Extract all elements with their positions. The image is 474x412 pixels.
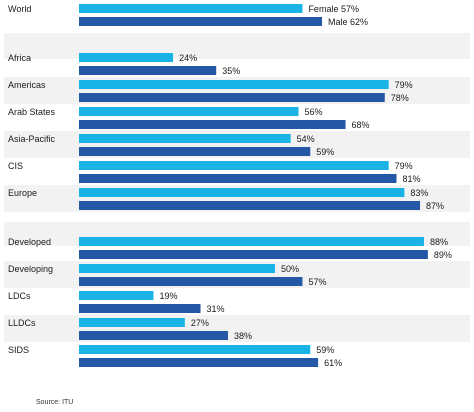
category-label: World [8, 4, 31, 14]
bar-male [79, 174, 397, 183]
category-label: LDCs [8, 291, 31, 301]
category-label: Europe [8, 188, 37, 198]
bar-male [79, 17, 323, 26]
value-label-female: 50% [281, 264, 299, 274]
bar-female [79, 107, 299, 116]
category-label: SIDS [8, 345, 29, 355]
bar-male [79, 93, 385, 102]
value-label-female: 83% [410, 188, 428, 198]
value-label-male: 61% [324, 358, 342, 368]
bar-female [79, 318, 185, 327]
value-label-male: Male 62% [328, 17, 368, 27]
value-label-female: 24% [179, 53, 197, 63]
value-label-male: 31% [207, 304, 225, 314]
category-label: CIS [8, 161, 23, 171]
bar-female [79, 134, 291, 143]
category-label: LLDCs [8, 318, 36, 328]
bar-female [79, 4, 303, 13]
bar-male [79, 277, 303, 286]
value-label-female: 59% [316, 345, 334, 355]
value-label-male: 38% [234, 331, 252, 341]
category-label: Africa [8, 53, 31, 63]
bar-female [79, 161, 389, 170]
bar-female [79, 53, 174, 62]
category-label: Developing [8, 264, 53, 274]
bars [79, 4, 428, 367]
value-label-female: 27% [191, 318, 209, 328]
group-gap-band [4, 33, 470, 59]
value-label-female: 79% [395, 80, 413, 90]
value-label-male: 59% [316, 147, 334, 157]
value-label-female: 56% [305, 107, 323, 117]
bar-male [79, 250, 428, 259]
labels: World Female 57% Male 62% Africa 24% 35% Ameri… [8, 4, 452, 368]
value-label-female: 79% [395, 161, 413, 171]
bar-male [79, 358, 319, 367]
value-label-male: 87% [426, 201, 444, 211]
category-label: Americas [8, 80, 46, 90]
value-label-male: 78% [391, 93, 409, 103]
bar-male [79, 147, 311, 156]
bar-female [79, 345, 311, 354]
source-note: Source: ITU [36, 399, 73, 406]
value-label-female: Female 57% [308, 4, 359, 14]
bar-male [79, 304, 201, 313]
value-label-male: 89% [434, 250, 452, 260]
value-label-male: 35% [222, 66, 240, 76]
category-label: Arab States [8, 107, 56, 117]
bar-female [79, 291, 154, 300]
bar-female [79, 264, 275, 273]
bar-male [79, 66, 217, 75]
bar-male [79, 201, 421, 210]
category-label: Asia-Pacific [8, 134, 56, 144]
bar-female [79, 188, 405, 197]
category-label: Developed [8, 237, 51, 247]
value-label-female: 54% [297, 134, 315, 144]
value-label-female: 19% [159, 291, 177, 301]
bar-male [79, 120, 346, 129]
bar-male [79, 331, 228, 340]
value-label-female: 88% [430, 237, 448, 247]
value-label-male: 57% [308, 277, 326, 287]
value-label-male: 81% [403, 174, 421, 184]
bar-female [79, 237, 424, 246]
bar-female [79, 80, 389, 89]
value-label-male: 68% [352, 120, 370, 130]
